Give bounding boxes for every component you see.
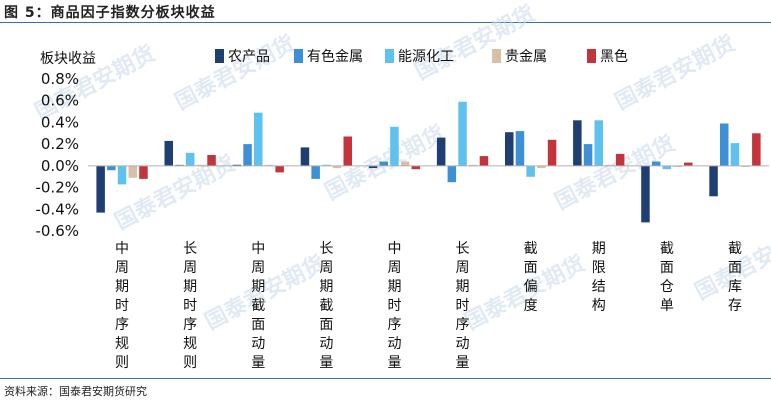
category-label: 长周期截面动量 [319, 241, 333, 371]
bar-4-6 [469, 164, 478, 166]
bars-layer [96, 101, 761, 223]
category-label: 期限结构 [592, 241, 606, 314]
bar-4-4 [332, 165, 342, 169]
bar-1-5 [368, 165, 378, 169]
bar-2-10 [720, 123, 729, 166]
bar-1-2 [164, 140, 173, 166]
category-labels: 中周期时序规则 长周期时序规则 中周期截面动量 长周期截面动量 中周期时序动量 长周期时序… [115, 241, 742, 371]
bar-3-8 [594, 120, 603, 166]
y-axis-label: 板块收益 [40, 51, 96, 67]
y-tick-label: -0.4% [35, 200, 79, 218]
y-axis: 0.8% 0.6% 0.4% 0.2% 0.0% -0.2% -0.4% -0.6% [35, 70, 79, 240]
watermark-text: 国泰君安期货 [611, 30, 740, 115]
bar-1-3 [232, 164, 242, 166]
legend-swatch [215, 49, 224, 63]
watermark-text: 国泰君安期货 [551, 130, 680, 215]
bar-4-3 [264, 164, 274, 166]
title-rule [0, 22, 771, 23]
y-tick-label: 0.4% [41, 113, 79, 131]
bar-2-1 [107, 165, 116, 171]
category-label: 截面仓单 [660, 241, 674, 314]
bar-4-5 [400, 161, 410, 166]
bar-2-8 [583, 144, 593, 166]
bar-2-6 [447, 165, 457, 183]
legend-label: 能源化工 [398, 49, 454, 65]
legend-label: 有色金属 [307, 48, 363, 65]
source-note: 资料来源：国泰君安期货研究 [4, 385, 147, 398]
bar-4-7 [537, 165, 546, 169]
bar-4-2 [196, 164, 206, 166]
bar-3-2 [185, 152, 195, 166]
bar-5-2 [207, 155, 216, 166]
bar-4-10 [741, 165, 750, 167]
y-tick-label: 0.8% [41, 70, 79, 88]
y-tick-label: 0.2% [41, 135, 79, 153]
legend-label: 农产品 [228, 49, 270, 65]
bar-3-1 [117, 165, 127, 185]
category-label: 中周期时序规则 [115, 241, 129, 371]
bar-5-3 [275, 165, 284, 173]
bar-2-7 [515, 131, 525, 166]
bar-2-2 [175, 164, 184, 166]
bar-2-4 [311, 165, 320, 179]
legend: 农产品 有色金属 能源化工 贵金属 黑色 [215, 48, 628, 65]
legend-label: 贵金属 [505, 49, 547, 65]
category-label: 截面偏度 [524, 241, 538, 314]
category-label: 长周期时序动量 [456, 241, 470, 371]
watermark-text: 国泰君安期货 [171, 30, 300, 115]
watermark-text: 国泰君安期货 [411, 0, 540, 85]
bar-5-9 [684, 162, 693, 166]
footer-rule [0, 378, 771, 379]
legend-label: 黑色 [600, 48, 628, 65]
bar-1-10 [709, 165, 718, 197]
figure-title: 图 5：商品因子指数分板块收益 [4, 5, 216, 21]
y-tick-label: 0.0% [41, 157, 79, 175]
bar-2-5 [379, 161, 388, 166]
watermark-text: 国泰君安期货 [111, 150, 240, 235]
bar-1-4 [300, 147, 310, 166]
bar-4-9 [673, 165, 682, 167]
bar-5-8 [615, 153, 625, 166]
bar-1-1 [96, 165, 105, 213]
bar-5-4 [343, 136, 352, 166]
bar-3-9 [662, 165, 672, 170]
category-label: 中周期时序动量 [387, 241, 401, 371]
legend-swatch [385, 49, 394, 63]
bar-5-10 [752, 133, 761, 166]
bar-5-5 [411, 165, 421, 170]
bar-3-7 [526, 165, 535, 177]
y-tick-label: 0.6% [41, 92, 79, 110]
category-label: 长周期时序规则 [183, 241, 197, 371]
legend-swatch [294, 49, 303, 63]
bar-2-3 [243, 144, 252, 166]
y-tick-label: -0.2% [35, 179, 79, 197]
legend-swatch [587, 49, 596, 63]
category-label: 截面库存 [728, 241, 742, 314]
bar-1-7 [505, 132, 514, 166]
bar-4-1 [128, 165, 137, 178]
bar-2-9 [651, 161, 661, 166]
y-tick-label: -0.6% [35, 222, 79, 240]
bar-3-4 [322, 164, 331, 166]
bar-5-6 [479, 156, 489, 166]
bar-3-10 [730, 143, 740, 166]
bar-1-8 [573, 120, 582, 166]
bar-5-1 [139, 165, 148, 179]
category-label: 中周期截面动量 [251, 241, 265, 371]
bar-3-5 [390, 126, 399, 166]
legend-swatch [492, 49, 501, 63]
bar-4-8 [605, 164, 614, 166]
bar-1-6 [436, 137, 446, 166]
bar-3-6 [458, 101, 467, 166]
bar-5-7 [547, 139, 557, 166]
bar-3-3 [254, 112, 263, 166]
bar-1-9 [641, 165, 650, 223]
